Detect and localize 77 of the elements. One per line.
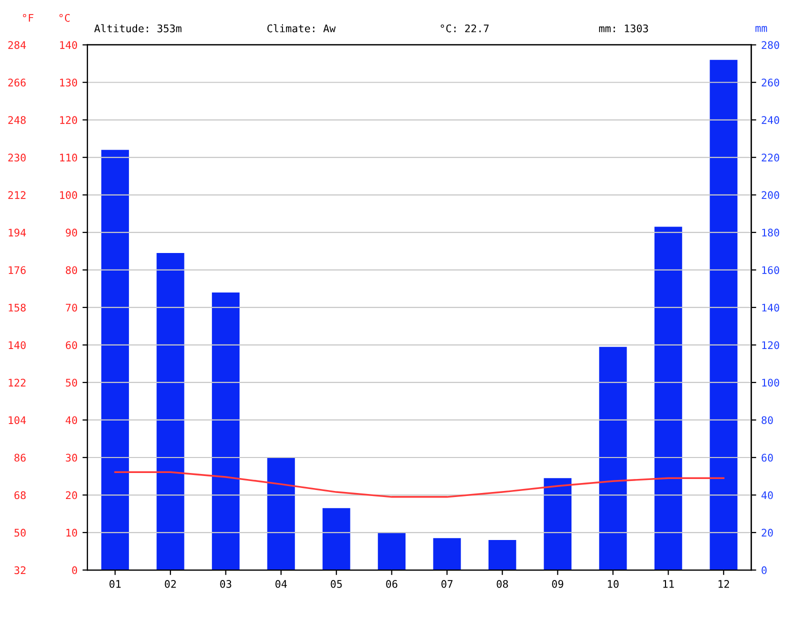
x-tick-label: 12 — [718, 580, 729, 588]
text: Climate: Aw — [267, 24, 336, 32]
bar — [654, 226, 682, 570]
x-tick-label: 08 — [496, 580, 508, 588]
y3-tick-label: 284 — [8, 41, 26, 49]
bar — [212, 292, 240, 570]
y3-tick-label: 194 — [8, 228, 26, 237]
y-tick-label: 120 — [60, 116, 78, 124]
bar — [156, 253, 184, 570]
text: °C: 22.7 — [440, 24, 489, 32]
y-tick-label: 0 — [72, 566, 78, 574]
y2-tick-label: 60 — [762, 454, 773, 462]
y-tick-label: 140 — [60, 41, 78, 49]
y3-tick-label: 230 — [8, 154, 26, 162]
y2-tick-label: 240 — [762, 116, 780, 124]
y3-tick-label: 140 — [8, 341, 26, 350]
y-tick-label: 130 — [60, 78, 78, 87]
x-tick-label: 11 — [663, 580, 674, 588]
x-tick-label: 05 — [330, 580, 342, 588]
y2-tick-label: 80 — [762, 416, 773, 424]
y3-tick-label: 32 — [14, 566, 26, 574]
bar — [101, 150, 129, 570]
y-tick-label: 30 — [66, 454, 78, 462]
y3-tick-label: 68 — [14, 491, 26, 500]
y-tick-label: 40 — [66, 416, 78, 424]
y3-tick-label: 50 — [14, 528, 26, 537]
y3-tick-label: 212 — [8, 191, 26, 199]
y3-tick-label: 248 — [8, 116, 26, 124]
bar — [433, 538, 461, 570]
y2-tick-label: 0 — [762, 566, 767, 574]
y-tick-label: 100 — [60, 191, 78, 200]
bar — [488, 540, 516, 570]
y2-tick-label: 220 — [762, 154, 780, 162]
y-axis-title: °C — [59, 14, 70, 22]
x-tick-label: 10 — [608, 580, 619, 588]
y-tick-label: 50 — [66, 378, 78, 387]
y-tick-label: 20 — [66, 491, 78, 500]
y-tick-label: 110 — [60, 154, 78, 162]
x-tick-label: 01 — [110, 580, 121, 588]
x-tick-label: 09 — [552, 580, 564, 588]
y2-tick-label: 140 — [762, 304, 780, 312]
y2-tick-label: 20 — [762, 528, 773, 537]
y-tick-label: 80 — [66, 266, 78, 274]
bar — [599, 346, 627, 570]
y2-tick-label: 280 — [762, 41, 780, 49]
y3-tick-label: 176 — [8, 266, 26, 274]
y2-tick-label: 180 — [762, 228, 780, 237]
text: mm: 1303 — [599, 24, 648, 32]
y3-tick-label: 122 — [8, 378, 26, 386]
bar — [267, 458, 295, 570]
bar — [378, 532, 406, 570]
y2-tick-label: 160 — [762, 266, 780, 274]
y3-tick-label: 86 — [14, 454, 26, 462]
x-tick-label: 03 — [220, 580, 232, 588]
bar — [710, 60, 738, 570]
y2-tick-label: 100 — [762, 378, 780, 387]
y-tick-label: 60 — [66, 341, 78, 350]
bar — [544, 478, 572, 570]
y-tick-label: 70 — [66, 304, 78, 312]
text: Altitude: 353m — [94, 24, 182, 32]
y-tick-label: 90 — [66, 228, 78, 237]
y2-tick-label: 200 — [762, 191, 780, 200]
y3-tick-label: 104 — [8, 416, 26, 424]
y3-tick-label: 266 — [8, 78, 26, 87]
y-tick-label: 10 — [66, 528, 78, 537]
y2-tick-label: 120 — [762, 341, 780, 350]
x-tick-label: 02 — [164, 580, 176, 588]
x-tick-label: 07 — [441, 580, 453, 588]
bar — [322, 508, 350, 570]
y3-tick-label: 158 — [8, 304, 26, 312]
y2-tick-label: 40 — [762, 491, 773, 500]
x-tick-label: 06 — [386, 580, 398, 588]
y3-axis-title: °F — [22, 14, 34, 22]
x-tick-label: 04 — [275, 580, 287, 588]
y2-axis-title: mm — [756, 26, 768, 32]
y2-tick-label: 260 — [762, 78, 780, 87]
line-series — [114, 471, 724, 498]
